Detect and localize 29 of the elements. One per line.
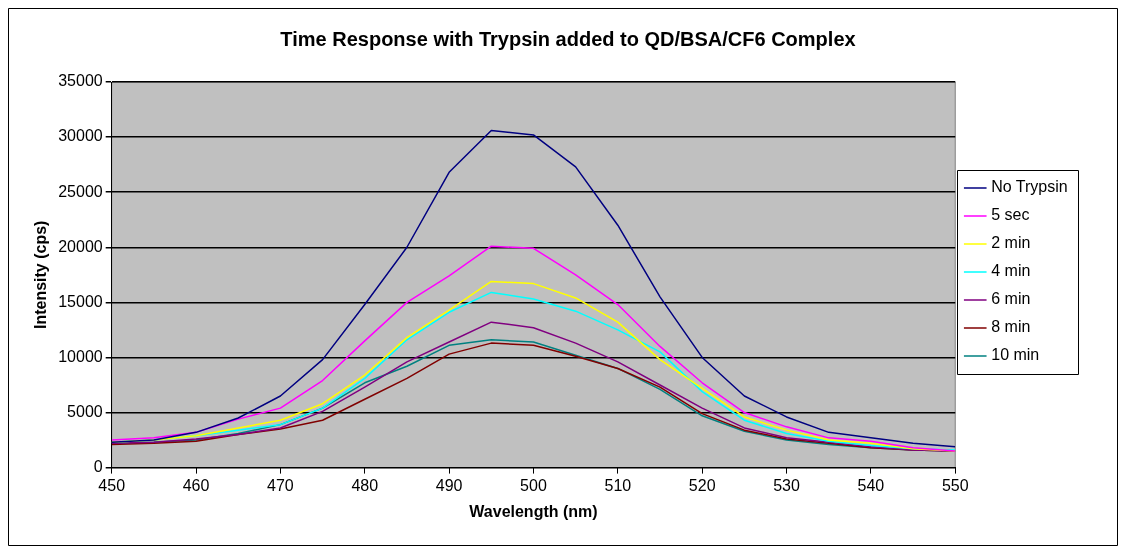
legend-label: 4 min <box>991 262 1031 280</box>
x-axis-title: Wavelength (nm) <box>469 502 598 520</box>
legend-label: No Trypsin <box>991 178 1068 196</box>
legend-label: 8 min <box>991 318 1031 336</box>
y-tick-label: 25000 <box>58 182 103 200</box>
legend-label: 6 min <box>991 290 1031 308</box>
y-tick-label: 30000 <box>58 127 103 145</box>
x-tick-label: 460 <box>182 476 210 494</box>
x-tick-label: 450 <box>98 476 126 494</box>
x-tick-label: 530 <box>773 476 800 494</box>
y-tick-label: 15000 <box>58 292 103 310</box>
y-axis-title: Intensity (cps) <box>32 220 50 330</box>
x-tick-label: 510 <box>604 476 632 494</box>
legend-label: 5 sec <box>991 206 1030 224</box>
chart-title: Time Response with Trypsin added to QD/BSA/CF6 Complex <box>280 27 856 50</box>
x-tick-label: 480 <box>351 476 379 494</box>
y-tick-label: 5000 <box>67 402 103 420</box>
y-tick-label: 20000 <box>58 237 103 255</box>
x-tick-label: 490 <box>435 476 463 494</box>
x-tick-label: 470 <box>267 476 294 494</box>
y-tick-label: 35000 <box>58 72 103 90</box>
legend-label: 10 min <box>991 346 1040 364</box>
x-tick-label: 540 <box>857 476 885 494</box>
legend-label: 2 min <box>991 234 1031 252</box>
x-tick-label: 500 <box>520 476 547 494</box>
x-tick-label: 520 <box>688 476 716 494</box>
x-tick-label: 550 <box>941 476 969 494</box>
y-tick-label: 10000 <box>58 347 103 365</box>
y-tick-label: 0 <box>93 458 103 476</box>
